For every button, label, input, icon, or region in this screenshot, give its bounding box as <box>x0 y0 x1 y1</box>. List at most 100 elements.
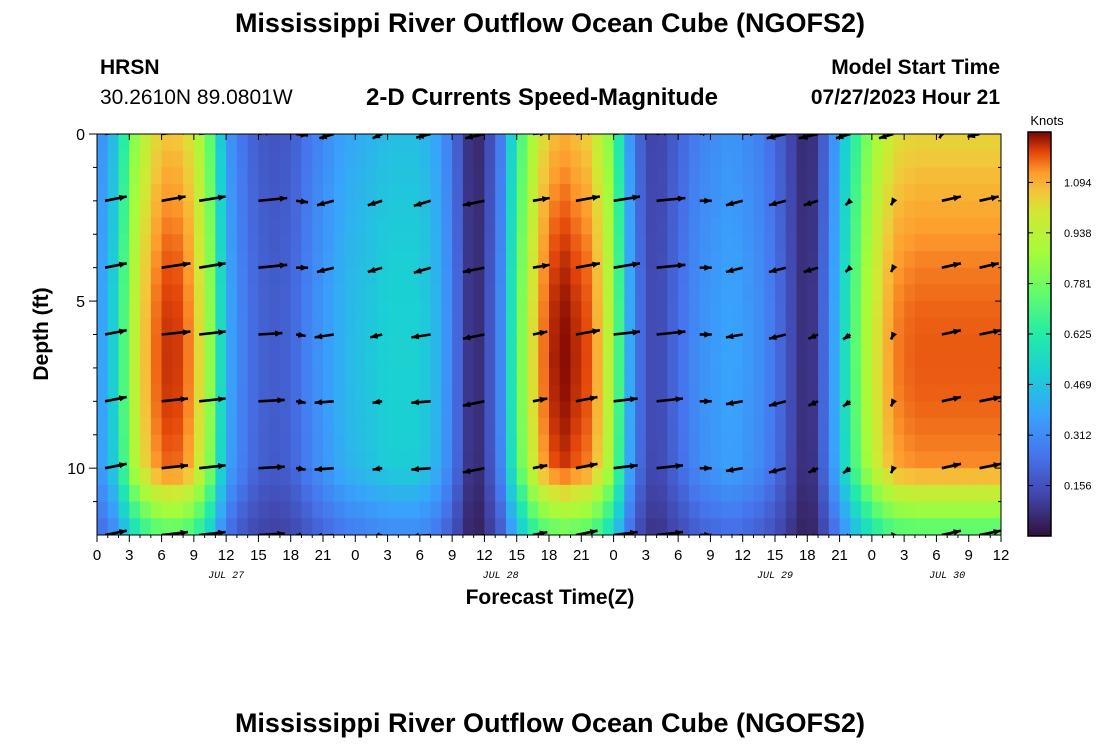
heatmap-cell <box>236 367 249 386</box>
x-tick-label: 3 <box>125 547 133 564</box>
heatmap-cell <box>484 384 496 402</box>
heatmap-cell <box>753 518 765 535</box>
heatmap-cell <box>861 134 873 152</box>
heatmap-cell <box>592 267 604 285</box>
current-vector <box>295 331 306 338</box>
heatmap-cell <box>462 184 475 202</box>
heatmap-cell <box>505 167 518 185</box>
heatmap-cell <box>484 351 496 369</box>
heatmap-cell <box>914 167 927 185</box>
heatmap-cell <box>344 518 356 535</box>
x-tick-label: 6 <box>157 547 165 564</box>
heatmap-cell <box>441 234 453 252</box>
heatmap-cell <box>957 301 970 319</box>
heatmap-cell <box>215 334 227 352</box>
heatmap-cell <box>355 468 367 486</box>
heatmap-cell <box>914 317 927 336</box>
heatmap-cell <box>183 484 195 503</box>
heatmap-cell <box>742 351 755 369</box>
heatmap-cell <box>968 284 981 302</box>
heatmap-cell <box>516 334 529 352</box>
heatmap-cell <box>667 418 679 436</box>
heatmap-cell <box>699 468 712 486</box>
x-tick-label: 9 <box>965 547 973 564</box>
heatmap-cell <box>828 451 841 469</box>
heatmap-cell <box>118 418 130 436</box>
heatmap-cell <box>409 234 421 252</box>
heatmap-cell <box>484 184 496 202</box>
heatmap-cell <box>968 167 981 185</box>
heatmap-cell <box>97 250 109 269</box>
heatmap-cell <box>247 434 260 453</box>
heatmap-cell <box>764 234 776 252</box>
heatmap-cell <box>505 401 518 419</box>
heatmap-cell <box>936 451 948 469</box>
heatmap-cell <box>667 150 679 169</box>
vector-head <box>939 134 945 139</box>
heatmap-cell <box>904 200 916 219</box>
heatmap-cell <box>785 301 798 319</box>
heatmap-cell <box>97 284 109 302</box>
heatmap-cell <box>376 367 389 386</box>
heatmap-cell <box>129 250 141 269</box>
heatmap-cell <box>602 167 615 185</box>
heatmap-cell <box>688 451 701 469</box>
heatmap-cell <box>592 167 604 185</box>
current-vector <box>725 333 743 340</box>
heatmap-cell <box>775 434 787 453</box>
current-vector <box>258 262 288 269</box>
heatmap-cell <box>656 367 668 386</box>
heatmap-cell <box>290 518 303 535</box>
heatmap-cell <box>409 451 421 469</box>
heatmap-cell <box>688 267 701 285</box>
heatmap-cell <box>129 217 141 235</box>
heatmap-cell <box>871 217 884 235</box>
heatmap-cell <box>236 484 249 503</box>
heatmap-cell <box>613 468 625 486</box>
vector-head <box>766 134 775 140</box>
heatmap-cell <box>516 434 529 453</box>
heatmap-cell <box>602 451 615 469</box>
heatmap-cell <box>387 351 399 369</box>
vector-head <box>704 264 712 271</box>
heatmap-cell <box>925 468 938 486</box>
heatmap-cell <box>645 200 658 219</box>
heatmap-cell <box>968 434 981 453</box>
heatmap-cell <box>495 234 507 252</box>
heatmap-cell <box>269 351 281 369</box>
heatmap-cell <box>204 501 216 519</box>
heatmap-cell <box>925 434 938 453</box>
heatmap-cell <box>807 234 819 252</box>
current-vector <box>258 330 283 337</box>
heatmap-cell <box>753 267 765 285</box>
heatmap-cell <box>742 484 755 503</box>
heatmap-cell <box>441 167 453 185</box>
heatmap-cell <box>516 518 529 535</box>
heatmap-cell <box>667 334 679 352</box>
current-vector <box>462 199 485 207</box>
heatmap-cell <box>818 234 830 252</box>
heatmap-cell <box>710 434 722 453</box>
heatmap-cell <box>290 401 303 419</box>
heatmap-cell <box>290 134 303 152</box>
heatmap-cell <box>462 501 475 519</box>
y-tick-label: 0 <box>76 127 85 144</box>
heatmap-cell <box>979 384 991 402</box>
current-vector <box>532 196 550 203</box>
heatmap-cell <box>656 167 668 185</box>
heatmap-cell <box>441 434 453 453</box>
heatmap-cell <box>710 167 722 185</box>
heatmap-cell <box>861 334 873 352</box>
heatmap-cell <box>301 284 313 302</box>
heatmap-cell <box>807 167 819 185</box>
heatmap-cell <box>839 200 851 219</box>
heatmap-cell <box>290 468 303 486</box>
heatmap-cell <box>161 217 173 235</box>
heatmap-cell <box>150 484 163 503</box>
heatmap-cell <box>387 501 399 519</box>
current-vector <box>891 532 897 535</box>
heatmap-cell <box>183 434 195 453</box>
heatmap-cell <box>430 150 442 169</box>
heatmap-cell <box>839 150 851 169</box>
